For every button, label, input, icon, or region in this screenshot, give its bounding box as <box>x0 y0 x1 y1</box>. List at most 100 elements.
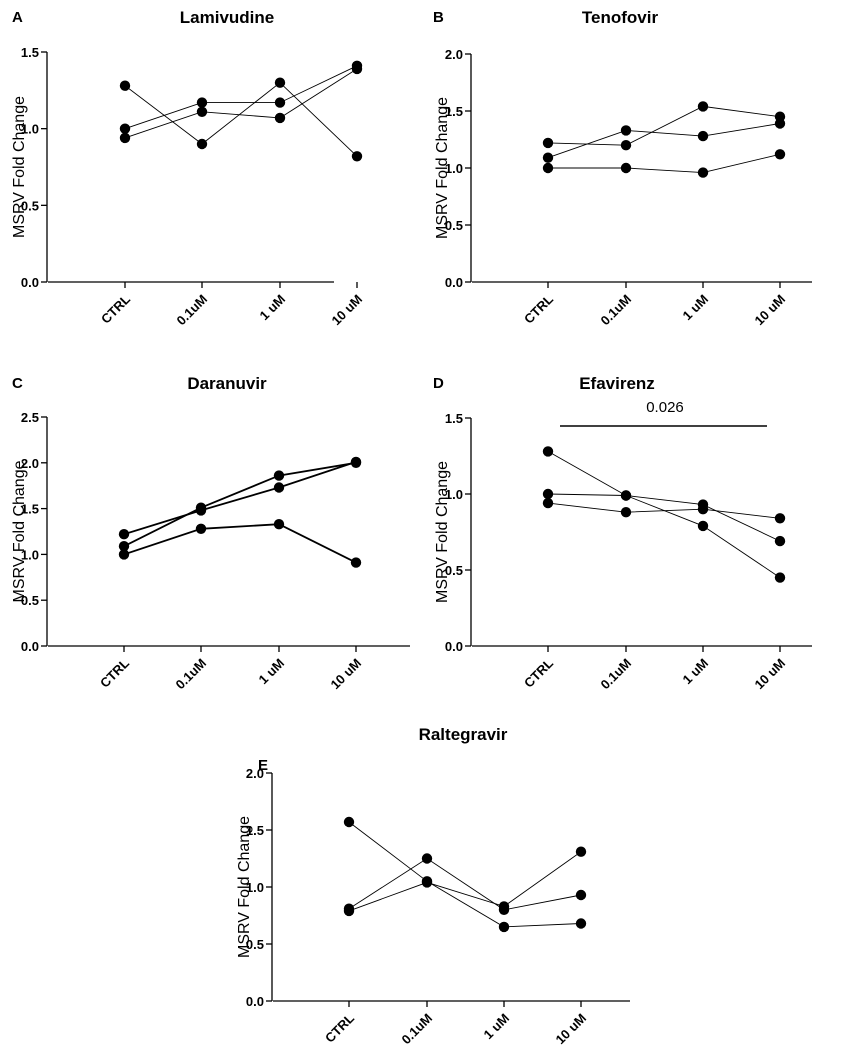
data-point <box>343 816 355 828</box>
panel-letter: D <box>433 375 444 392</box>
series-line <box>547 502 781 519</box>
x-tick-label: CTRL <box>521 655 556 690</box>
data-point <box>542 446 554 457</box>
y-tick-label: 0.0 <box>246 994 264 1009</box>
data-point <box>274 112 286 124</box>
data-point <box>273 470 285 481</box>
data-point <box>196 97 208 108</box>
x-tick-label: 1 uM <box>256 656 288 688</box>
data-point <box>119 123 131 134</box>
data-point <box>575 918 587 929</box>
y-tick-label: 0.5 <box>21 198 39 213</box>
x-tick-label: 10 uM <box>328 292 365 329</box>
data-point <box>774 572 786 583</box>
data-point <box>498 901 510 912</box>
y-tick-label: 2.5 <box>21 410 39 425</box>
data-point <box>697 504 709 515</box>
data-point <box>118 529 130 540</box>
data-point <box>195 502 207 513</box>
panel-letter: C <box>12 375 23 392</box>
y-tick-label: 2.0 <box>21 456 39 471</box>
data-point <box>542 137 554 149</box>
data-point <box>774 535 786 547</box>
panel-d: D Efavirenz MSRV Fold Change 0.0 0.5 1.0 1.5 CT… <box>433 374 812 692</box>
series-line <box>124 68 358 139</box>
y-tick-label: 1.0 <box>445 487 463 502</box>
data-point <box>118 541 130 552</box>
data-point <box>620 490 632 501</box>
data-point <box>542 488 554 500</box>
series-line <box>547 123 781 159</box>
y-tick-label: 1.5 <box>21 502 39 517</box>
series-line <box>124 82 358 157</box>
x-tick-label: 0.1uM <box>597 656 634 693</box>
data-point <box>498 921 510 933</box>
panel-title: Daranuvir <box>187 374 267 393</box>
y-tick-label: 1.0 <box>21 122 39 137</box>
data-point <box>119 80 131 91</box>
x-tick-label: 1 uM <box>481 1011 513 1043</box>
y-tick-label: 1.0 <box>246 880 264 895</box>
x-tick-label: CTRL <box>98 291 133 326</box>
x-tick-label: 10 uM <box>751 292 788 329</box>
x-tick-label: 1 uM <box>680 656 712 688</box>
data-point <box>620 140 632 151</box>
data-point <box>542 152 554 163</box>
p-value-label: 0.026 <box>646 399 684 416</box>
data-point <box>350 457 362 468</box>
series-line <box>547 493 781 542</box>
y-tick-label: 2.0 <box>445 47 463 62</box>
data-point <box>774 118 786 129</box>
data-point <box>697 101 709 112</box>
data-point <box>697 130 709 142</box>
panel-c: C Daranuvir MSRV Fold Change 0.0 0.5 1.0 1.5 2.… <box>11 374 410 692</box>
data-point <box>273 519 285 530</box>
y-tick-label: 1.5 <box>21 45 39 60</box>
data-point <box>274 97 286 108</box>
y-tick-label: 0.0 <box>21 275 39 290</box>
data-point <box>774 149 786 160</box>
panel-letter: B <box>433 9 444 26</box>
x-tick-label: CTRL <box>322 1010 357 1045</box>
y-tick-label: 0.5 <box>445 218 463 233</box>
panel-title: Raltegravir <box>419 725 508 744</box>
series-line <box>348 821 582 928</box>
y-tick-label: 1.5 <box>246 823 264 838</box>
x-tick-label: 10 uM <box>327 656 364 693</box>
x-tick-label: CTRL <box>97 655 132 690</box>
data-point <box>118 549 130 560</box>
x-tick-label: 1 uM <box>257 292 289 324</box>
y-tick-label: 1.5 <box>445 411 463 426</box>
data-point <box>697 520 709 532</box>
data-point <box>196 138 208 150</box>
data-point <box>575 889 587 901</box>
x-tick-label: CTRL <box>521 291 556 326</box>
y-tick-label: 1.5 <box>445 104 463 119</box>
x-tick-label: 10 uM <box>751 656 788 693</box>
data-point <box>195 523 207 534</box>
data-point <box>620 162 632 174</box>
series-line <box>123 461 357 548</box>
y-tick-label: 0.0 <box>445 275 463 290</box>
data-point <box>421 877 433 888</box>
series-line <box>123 461 357 536</box>
y-tick-label: 0.5 <box>21 593 39 608</box>
panel-letter: E <box>258 757 268 774</box>
panel-title: Tenofovir <box>582 8 659 27</box>
data-point <box>351 151 363 162</box>
data-point <box>274 77 286 88</box>
data-point <box>620 125 632 136</box>
y-tick-label: 2.0 <box>246 766 264 781</box>
data-point <box>273 482 285 493</box>
data-point <box>697 167 709 178</box>
x-tick-label: 1 uM <box>680 292 712 324</box>
data-point <box>774 513 786 524</box>
data-point <box>421 853 433 864</box>
series-line <box>123 523 357 564</box>
series-line <box>348 857 582 911</box>
panel-a: A Lamivudine MSRV Fold Change 0.0 0.5 1.0 1.5 C… <box>11 8 365 328</box>
series-line <box>547 105 781 146</box>
y-tick-label: 0.0 <box>21 639 39 654</box>
panel-b: B Tenofovir MSRV Fold Change 0.0 0.5 1.0 1.5 2.… <box>433 8 812 328</box>
